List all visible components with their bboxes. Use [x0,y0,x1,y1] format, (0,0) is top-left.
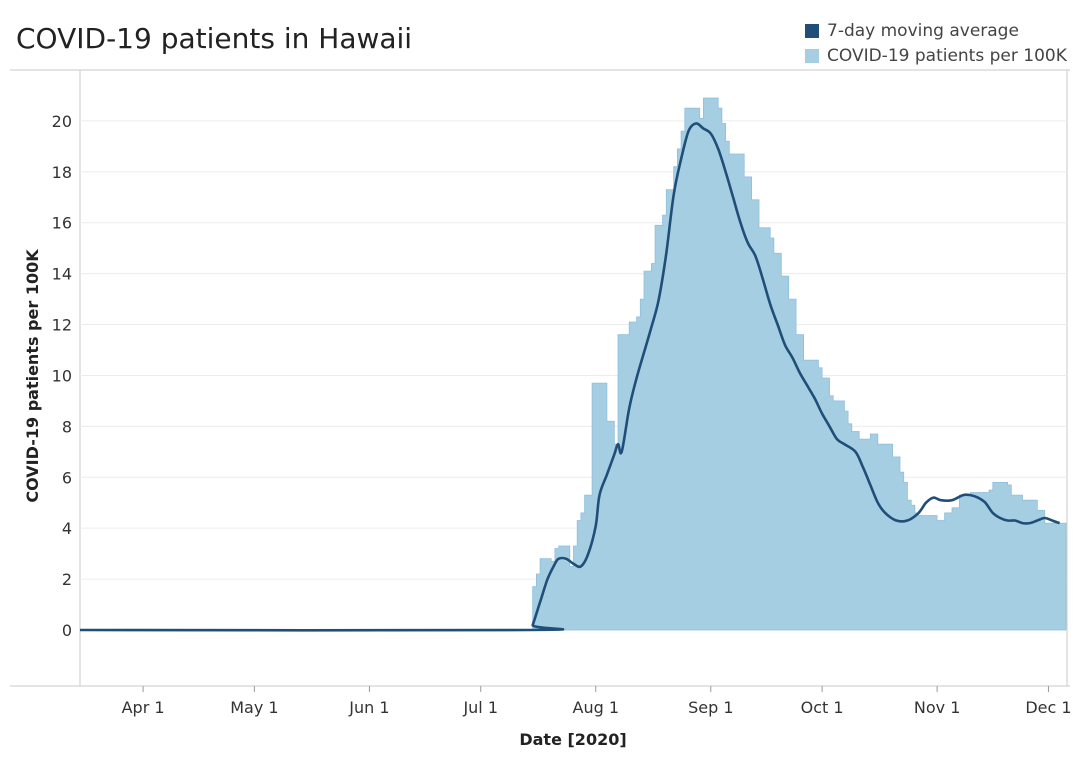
line-layer [79,122,1060,632]
axis-layer: 0 2 4 6 8 10 12 14 16 18 20 Apr 1 May 1 Jun 1 Jul 1 Aug… [52,112,1072,717]
y-tick-label: 14 [52,265,72,284]
x-tick-label: Apr 1 [122,698,165,717]
y-tick-label: 8 [62,417,72,436]
y-tick-label: 0 [62,621,72,640]
x-tick-label: Dec 1 [1025,698,1071,717]
x-tick-label: Oct 1 [801,698,844,717]
legend-swatch-patients [805,48,819,63]
area-layer [80,97,1067,631]
y-tick-label: 16 [52,214,72,233]
legend-item-patients: COVID-19 patients per 100K [805,43,1067,68]
chart-title: COVID-19 patients in Hawaii [16,22,413,55]
x-tick-label: May 1 [230,698,278,717]
legend-swatch-moving-average [805,23,819,38]
y-axis-title: COVID-19 patients per 100K [23,249,42,503]
legend-label-moving-average: 7-day moving average [827,20,1019,41]
y-tick-label: 20 [52,112,72,131]
x-axis-title: Date [2020] [519,730,626,749]
y-tick-label: 2 [62,570,72,589]
y-tick-label: 18 [52,163,72,182]
x-tick-label: Jul 1 [462,698,498,717]
legend-item-moving-average: 7-day moving average [805,18,1067,43]
legend: 7-day moving average COVID-19 patients p… [805,18,1067,68]
moving-average-line [79,122,1060,632]
x-tick-label: Nov 1 [914,698,961,717]
x-tick-label: Jun 1 [348,698,389,717]
patients-area [80,97,1067,631]
y-tick-label: 4 [62,519,72,538]
y-tick-label: 12 [52,316,72,335]
legend-label-patients: COVID-19 patients per 100K [827,45,1067,66]
y-tick-label: 6 [62,468,72,487]
y-tick-label: 10 [52,366,72,385]
x-tick-label: Sep 1 [688,698,733,717]
x-tick-label: Aug 1 [573,698,620,717]
